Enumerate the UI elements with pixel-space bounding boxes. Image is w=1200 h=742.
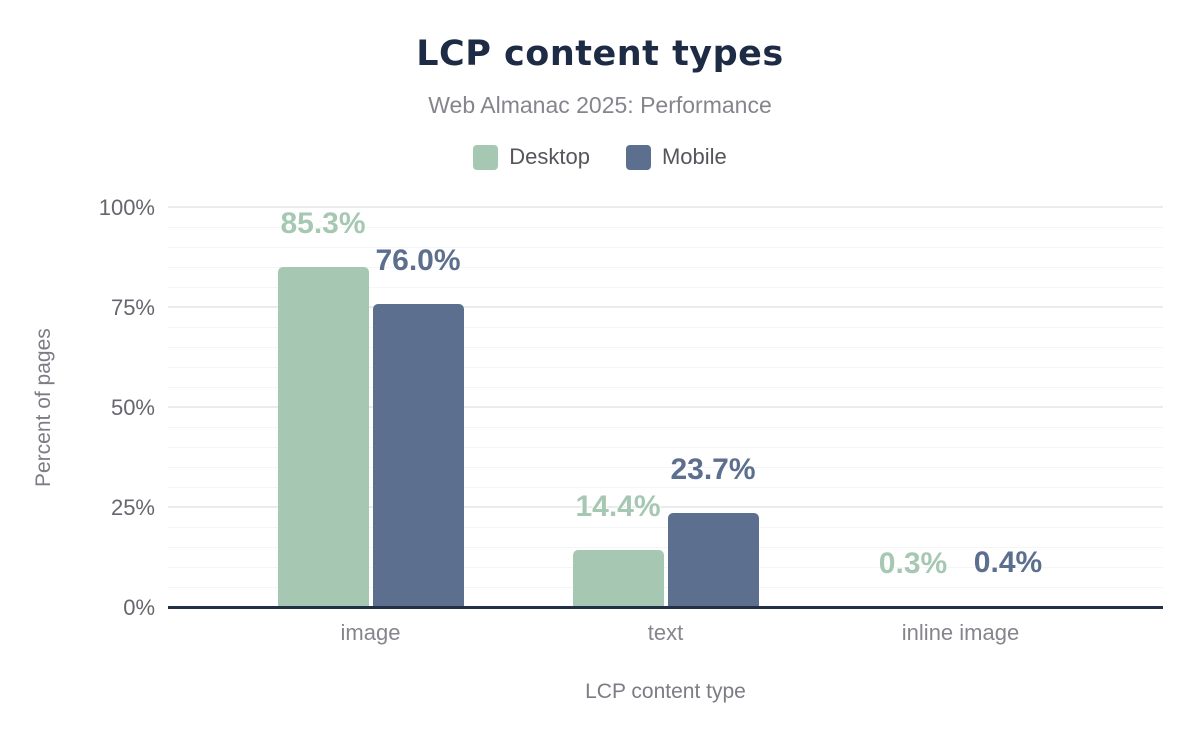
- category-group-image: 85.3% 76.0% image: [223, 207, 518, 645]
- bar-value-label: 0.4%: [973, 546, 1043, 580]
- chart-subtitle: Web Almanac 2025: Performance: [428, 92, 772, 118]
- gridline: [168, 306, 1163, 308]
- gridline: [168, 567, 1163, 568]
- category-group-text: 14.4% 23.7% text: [518, 208, 813, 645]
- legend-label: Mobile: [661, 144, 727, 169]
- plot-bands: 85.3% 76.0% image 14.4% 23.7% text 0.3% 0.4% inl…: [168, 207, 1163, 645]
- legend-swatch-icon: [473, 144, 499, 170]
- bar-desktop-text[interactable]: 14.4%: [572, 490, 664, 608]
- gridline: [168, 287, 1163, 288]
- gridline: [168, 206, 1163, 208]
- gridline: [168, 247, 1163, 248]
- x-axis-title: LCP content type: [585, 680, 746, 703]
- legend: Desktop Mobile: [0, 144, 1200, 170]
- gridline: [168, 387, 1163, 388]
- gridline: [168, 527, 1163, 528]
- gridline: [168, 547, 1163, 548]
- gridline: [168, 227, 1163, 228]
- bar-mobile-text[interactable]: 23.7%: [667, 453, 759, 608]
- y-tick-label: 75%: [110, 295, 155, 320]
- bar-value-label: 85.3%: [280, 206, 366, 240]
- gridline: [168, 406, 1163, 408]
- y-tick-label: 0%: [123, 595, 155, 620]
- gridline: [168, 587, 1163, 588]
- x-axis-line: [168, 606, 1163, 609]
- legend-item-desktop[interactable]: Desktop: [473, 144, 590, 170]
- chart-title: LCP content types: [416, 34, 784, 74]
- legend-item-mobile[interactable]: Mobile: [625, 144, 727, 170]
- gridline: [168, 267, 1163, 268]
- bar-desktop-image[interactable]: 85.3%: [277, 207, 369, 608]
- y-axis-title: Percent of pages: [32, 328, 55, 488]
- gridline: [168, 367, 1163, 368]
- category-group-inline-image: 0.3% 0.4% inline image: [813, 208, 1108, 645]
- legend-swatch-icon: [625, 144, 651, 170]
- gridline: [168, 487, 1163, 488]
- bar-value-label: 23.7%: [670, 453, 756, 487]
- gridline: [168, 467, 1163, 468]
- gridline: [168, 447, 1163, 448]
- x-tick-label-inline-image: inline image: [901, 620, 1020, 645]
- y-tick-label: 25%: [110, 495, 155, 520]
- bar-mobile-inline-image[interactable]: 0.4%: [962, 546, 1054, 608]
- gridline: [168, 347, 1163, 348]
- x-tick-label-image: image: [340, 620, 401, 645]
- bar-value-label: 76.0%: [375, 244, 461, 277]
- y-tick-label: 50%: [110, 395, 155, 420]
- gridline: [168, 327, 1163, 328]
- bar-mobile-image[interactable]: 76.0%: [372, 244, 464, 608]
- legend-label: Desktop: [509, 144, 590, 169]
- gridline: [168, 506, 1163, 508]
- bar-value-label: 0.3%: [878, 546, 948, 580]
- bar-value-label: 14.4%: [575, 490, 661, 524]
- plot-area: 0% 25% 50% 75% 100% 85.3% 76.0% image 14.4% 23.7…: [99, 197, 1163, 645]
- y-tick-label: 100%: [98, 195, 155, 220]
- gridline: [168, 427, 1163, 428]
- x-tick-label-text: text: [647, 620, 684, 645]
